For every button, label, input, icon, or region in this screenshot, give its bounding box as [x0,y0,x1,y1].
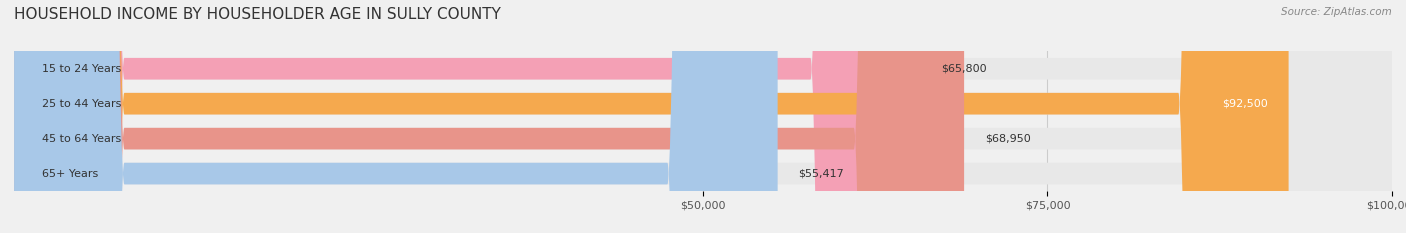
Text: 45 to 64 Years: 45 to 64 Years [42,134,121,144]
Text: $65,800: $65,800 [942,64,987,74]
FancyBboxPatch shape [14,0,1392,233]
FancyBboxPatch shape [14,0,921,233]
FancyBboxPatch shape [14,0,1289,233]
Text: Source: ZipAtlas.com: Source: ZipAtlas.com [1281,7,1392,17]
Text: $92,500: $92,500 [1222,99,1268,109]
Text: $68,950: $68,950 [984,134,1031,144]
Text: 65+ Years: 65+ Years [42,169,98,178]
FancyBboxPatch shape [14,0,1392,233]
Text: $55,417: $55,417 [799,169,844,178]
Text: 15 to 24 Years: 15 to 24 Years [42,64,121,74]
Text: HOUSEHOLD INCOME BY HOUSEHOLDER AGE IN SULLY COUNTY: HOUSEHOLD INCOME BY HOUSEHOLDER AGE IN S… [14,7,501,22]
Text: 25 to 44 Years: 25 to 44 Years [42,99,121,109]
FancyBboxPatch shape [14,0,1392,233]
FancyBboxPatch shape [14,0,1392,233]
FancyBboxPatch shape [14,0,778,233]
FancyBboxPatch shape [14,0,965,233]
